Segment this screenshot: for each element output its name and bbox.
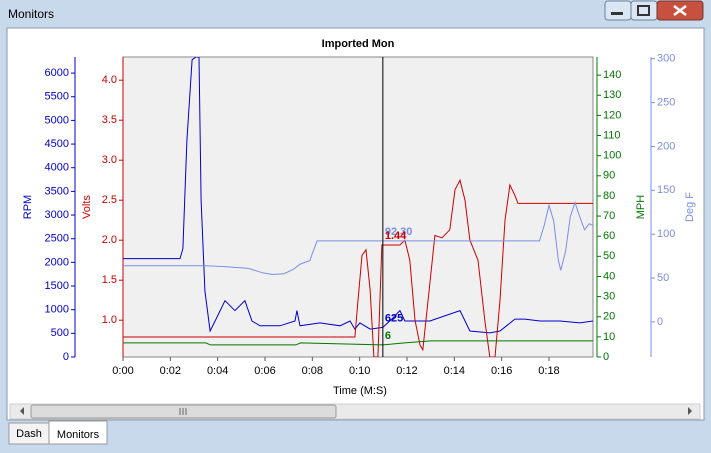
y-tick-label: 20 xyxy=(603,311,615,323)
y-tick-label: 100 xyxy=(603,150,621,162)
x-tick-label: 0:00 xyxy=(112,365,133,377)
y-tick-label: 60 xyxy=(603,230,615,242)
y-tick-label: 1000 xyxy=(45,304,69,316)
cursor-readout: 92.30 xyxy=(385,226,413,238)
y-tick-label: 2500 xyxy=(45,233,69,245)
y-tick-label: 120 xyxy=(603,109,621,121)
window-buttons[interactable] xyxy=(604,0,704,21)
x-tick-label: 0:04 xyxy=(207,365,228,377)
y-tick-label: 90 xyxy=(603,170,615,182)
tab-selected[interactable] xyxy=(48,420,108,445)
x-tick-label: 0:10 xyxy=(349,365,370,377)
y-tick-label: 30 xyxy=(603,291,615,303)
y-tick-label: 10 xyxy=(603,331,615,343)
y-tick-label: 50 xyxy=(603,250,615,262)
y-tick-label: 2.5 xyxy=(102,194,117,206)
x-tick-label: 0:18 xyxy=(538,365,559,377)
scroll-left-arrow[interactable] xyxy=(20,407,24,415)
y-tick-label: 130 xyxy=(603,89,621,101)
x-tick-label: 0:08 xyxy=(302,365,323,377)
y-tick-label: 3.0 xyxy=(102,154,117,166)
close-icon xyxy=(673,5,687,16)
series-line xyxy=(123,57,593,334)
y-tick-label: 100 xyxy=(657,228,675,240)
tab-label[interactable]: Monitors xyxy=(57,429,100,441)
y-tick-label: 3.5 xyxy=(102,114,117,126)
y-tick-label: 6000 xyxy=(45,67,69,79)
y-tick-label: 0 xyxy=(603,351,609,363)
y-tick-label: 250 xyxy=(657,97,675,109)
y-tick-label: 1.5 xyxy=(102,274,117,286)
y-tick-label: 70 xyxy=(603,210,615,222)
y-axis-label: RPM xyxy=(22,195,34,219)
y-tick-label: 50 xyxy=(657,272,669,284)
series-line xyxy=(123,340,593,346)
x-axis-label: Time (M:S) xyxy=(333,385,387,397)
y-axis-label: Volts xyxy=(81,195,93,219)
plot-area xyxy=(122,56,594,358)
x-tick-label: 0:12 xyxy=(396,365,417,377)
y-tick-label: 4000 xyxy=(45,162,69,174)
h-scrollbar[interactable] xyxy=(9,403,701,420)
y-axis-label: MPH xyxy=(635,195,647,220)
cursor-readout: 6 xyxy=(385,330,391,342)
y-tick-label: 3000 xyxy=(45,209,69,221)
y-axis-label: Deg F xyxy=(684,192,696,222)
scroll-grip xyxy=(179,408,187,415)
x-tick-label: 0:02 xyxy=(160,365,181,377)
y-tick-label: 300 xyxy=(657,53,675,65)
series-line xyxy=(123,201,593,276)
y-tick-label: 2000 xyxy=(45,256,69,268)
y-tick-label: 1.0 xyxy=(102,314,117,326)
y-tick-label: 4500 xyxy=(45,138,69,150)
y-tick-label: 0 xyxy=(657,316,663,328)
y-tick-label: 200 xyxy=(657,140,675,152)
y-tick-label: 3500 xyxy=(45,185,69,197)
y-tick-label: 5500 xyxy=(45,91,69,103)
y-tick-label: 140 xyxy=(603,69,621,81)
x-tick-label: 0:14 xyxy=(444,365,465,377)
minimize-icon xyxy=(611,12,623,15)
y-tick-label: 40 xyxy=(603,270,615,282)
minimize-button[interactable] xyxy=(604,0,632,21)
x-tick-label: 0:06 xyxy=(254,365,275,377)
series-group xyxy=(123,57,593,357)
y-tick-label: 5000 xyxy=(45,114,69,126)
cursor-readout: 625 xyxy=(385,312,403,324)
x-tick-label: 0:16 xyxy=(491,365,512,377)
series-line xyxy=(123,178,593,357)
y-tick-label: 80 xyxy=(603,190,615,202)
maximize-button[interactable] xyxy=(630,0,658,21)
scroll-right-arrow[interactable] xyxy=(688,407,692,415)
maximize-icon xyxy=(637,5,650,16)
y-tick-label: 0 xyxy=(63,351,69,363)
window-title: Monitors xyxy=(8,7,54,21)
tab-label[interactable]: Dash xyxy=(16,428,42,440)
y-tick-label: 1500 xyxy=(45,280,69,292)
y-tick-label: 110 xyxy=(603,129,621,141)
chart-title: Imported Mon xyxy=(322,38,395,50)
y-tick-label: 150 xyxy=(657,184,675,196)
cursor-readout: 1.44 xyxy=(385,230,407,242)
y-tick-label: 2.0 xyxy=(102,234,117,246)
y-tick-label: 500 xyxy=(51,327,69,339)
y-tick-label: 4.0 xyxy=(102,74,117,86)
